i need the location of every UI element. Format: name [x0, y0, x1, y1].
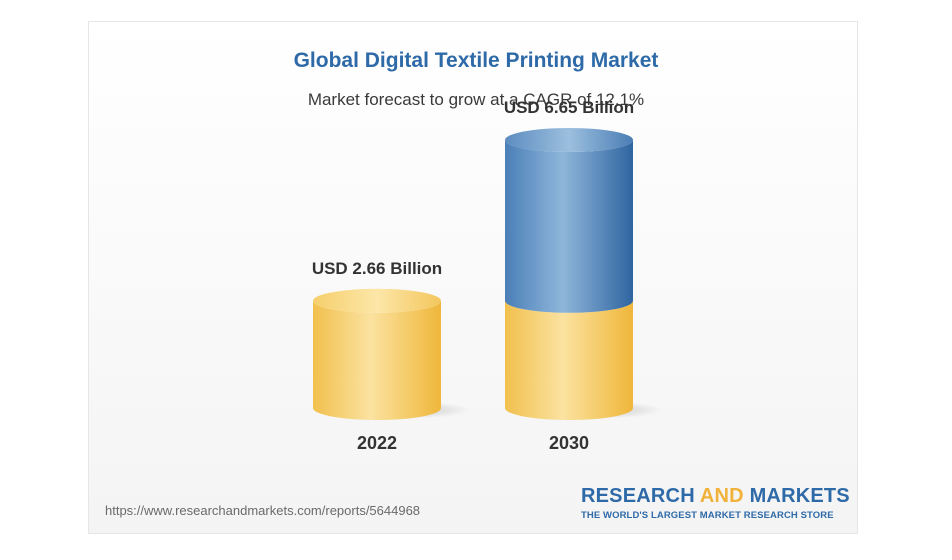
chart-title: Global Digital Textile Printing Market [293, 49, 659, 72]
category-label: 2030 [549, 433, 589, 453]
brand-name: RESEARCH AND MARKETS [581, 485, 850, 508]
category-label: 2022 [357, 433, 397, 453]
chart-subtitle: Market forecast to grow at a CAGR of 12.… [307, 90, 645, 109]
brand-tagline: THE WORLD'S LARGEST MARKET RESEARCH STOR… [581, 510, 834, 521]
source-url: https://www.researchandmarkets.com/repor… [105, 503, 421, 518]
brand-word-1: RESEARCH [581, 485, 695, 507]
brand-logo: RESEARCH AND MARKETS THE WORLD'S LARGEST… [581, 485, 850, 521]
bar-2030-base [505, 300, 633, 420]
brand-word-3: MARKETS [749, 485, 850, 507]
value-label: USD 6.65 Billion [504, 98, 634, 117]
brand-word-2: AND [699, 485, 744, 507]
value-label: USD 2.66 Billion [312, 259, 442, 278]
bar-2022 [313, 288, 441, 420]
bar-2030-growth [505, 128, 633, 313]
chart-card [88, 21, 858, 534]
